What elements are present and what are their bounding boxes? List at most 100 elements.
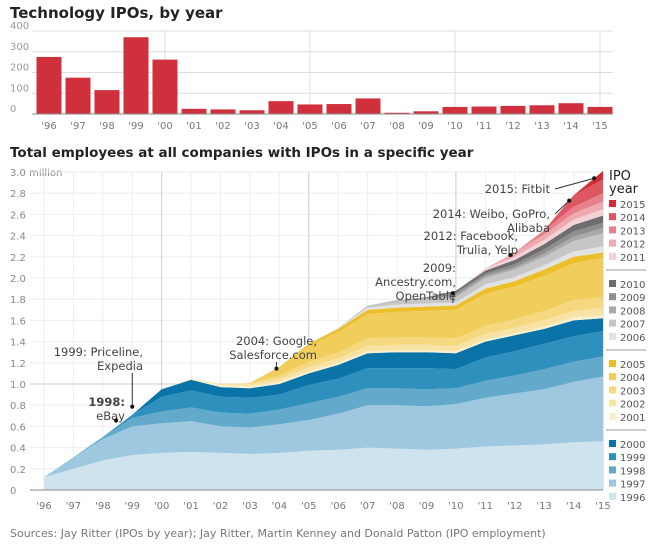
- area-series-1998: [73, 356, 604, 458]
- legend-label: 2008: [620, 306, 645, 317]
- annotation-2009: 2009:Ancestry.com,OpenTable: [375, 261, 456, 303]
- bar-'07: [355, 98, 381, 114]
- legend-label: 2006: [620, 333, 645, 344]
- area-x-tick-label: '13: [536, 501, 551, 512]
- area-x-tick-label: '04: [272, 501, 287, 512]
- area-y-tick-label: 1.0: [10, 380, 26, 391]
- area-series-2009: [397, 222, 603, 301]
- bar-x-tick-label: '98: [99, 121, 114, 132]
- bar-x-tick-label: '96: [41, 121, 56, 132]
- legend-item-2014: 2014: [609, 213, 645, 224]
- area-series-2010: [426, 215, 603, 298]
- bar-x-tick-label: '13: [534, 121, 549, 132]
- legend-item-2010: 2010: [609, 280, 645, 291]
- bar-y-tick-label: 0: [10, 104, 16, 115]
- source-note: Sources: Jay Ritter (IPOs by year); Jay …: [10, 527, 546, 540]
- area-y-tick-label: 2.6: [10, 210, 26, 221]
- bar-'01: [181, 108, 207, 114]
- bar-y-tick-label: 100: [10, 83, 29, 94]
- legend-label: 2010: [620, 280, 645, 291]
- bar-x-tick-label: '11: [476, 121, 491, 132]
- area-series-1999: [102, 331, 603, 437]
- bar-'08: [384, 112, 410, 114]
- legend-swatch: [609, 213, 616, 221]
- bar-'98: [94, 90, 120, 114]
- bar-y-tick-label: 300: [10, 42, 29, 53]
- area-series-1997: [44, 376, 603, 478]
- bar-'06: [326, 104, 352, 114]
- legend-swatch: [609, 479, 616, 487]
- bar-x-tick-label: '14: [563, 121, 578, 132]
- legend-label: 2007: [620, 320, 645, 331]
- legend-item-1998: 1998: [609, 466, 645, 477]
- legend-title: year: [609, 182, 639, 197]
- legend-swatch: [609, 226, 616, 234]
- area-x-tick-label: '09: [419, 501, 434, 512]
- legend-item-2001: 2001: [609, 412, 645, 424]
- legend-item-2013: 2013: [609, 226, 645, 237]
- legend-label: 2005: [620, 360, 645, 371]
- bar-x-tick-label: '02: [215, 121, 230, 132]
- bar-'00: [152, 59, 178, 114]
- annotation-1998: 1998:eBay: [88, 395, 125, 423]
- legend-swatch: [609, 440, 616, 447]
- annotation-point: [114, 418, 119, 423]
- bar-x-tick-label: '05: [302, 121, 317, 132]
- area-y-tick-label: 2.0: [10, 274, 26, 285]
- area-y-tick-label: 1.6: [10, 316, 26, 327]
- legend-swatch: [609, 373, 616, 381]
- legend-item-2015: 2015: [609, 200, 645, 211]
- annotation-point: [567, 198, 572, 203]
- area-y-tick-label: 0.2: [10, 465, 26, 476]
- area-x-tick-label: '11: [478, 501, 493, 512]
- legend-label: 2012: [620, 240, 645, 251]
- legend-swatch: [609, 332, 616, 340]
- area-x-tick-label: '03: [242, 501, 257, 512]
- area-series-2015: [573, 170, 603, 196]
- bar-x-tick-label: '12: [505, 121, 520, 132]
- bar-'03: [239, 110, 265, 114]
- bar-'13: [529, 105, 555, 114]
- bar-chart-title: Technology IPOs, by year: [10, 4, 223, 22]
- annotation-point: [592, 176, 597, 181]
- annotation-text: Trulia, Yelp: [456, 243, 518, 257]
- area-x-tick-label: '07: [360, 501, 375, 512]
- legend-label: 2001: [620, 413, 645, 424]
- legend-swatch: [609, 399, 616, 407]
- annotation-text: 2012: Facebook,: [424, 229, 519, 243]
- bar-'12: [500, 105, 526, 114]
- area-y-tick-label: 2.2: [10, 253, 26, 264]
- area-y-tick-label: 0: [10, 486, 16, 497]
- bar-'02: [210, 109, 236, 114]
- bar-x-tick-label: '07: [360, 121, 375, 132]
- legend-label: 2015: [620, 200, 645, 211]
- area-y-tick-label: 0.8: [10, 401, 26, 412]
- y-unit-label: 3.0 million: [10, 168, 62, 179]
- bar-x-tick-label: '00: [157, 121, 172, 132]
- legend-swatch: [609, 492, 616, 500]
- legend-swatch: [609, 319, 616, 327]
- annotation-2015: 2015: Fitbit: [485, 176, 597, 196]
- area-x-tick-label: '01: [183, 501, 198, 512]
- legend-title: IPO: [609, 169, 631, 184]
- bar-x-tick-label: '99: [128, 121, 143, 132]
- area-x-tick-label: '06: [330, 501, 345, 512]
- legend-label: 1996: [620, 493, 645, 504]
- legend-swatch: [609, 239, 616, 247]
- annotation-text: 1999: Priceline,: [54, 345, 143, 359]
- area-series-2002: [191, 307, 603, 387]
- annotation-text: OpenTable: [396, 289, 456, 303]
- legend-item-1999: 1999: [609, 453, 645, 464]
- annotation-point: [130, 404, 135, 409]
- area-x-tick-label: '99: [125, 501, 140, 512]
- legend-swatch: [609, 306, 616, 314]
- area-series-2007: [338, 233, 603, 328]
- legend-item-2002: 2002: [609, 399, 645, 411]
- legend-item-2008: 2008: [609, 306, 645, 317]
- annotation-1999: 1999: Priceline,Expedia: [54, 345, 143, 409]
- area-series-2011: [455, 209, 603, 291]
- legend-item-1997: 1997: [609, 479, 645, 491]
- bar-x-tick-label: '08: [389, 121, 404, 132]
